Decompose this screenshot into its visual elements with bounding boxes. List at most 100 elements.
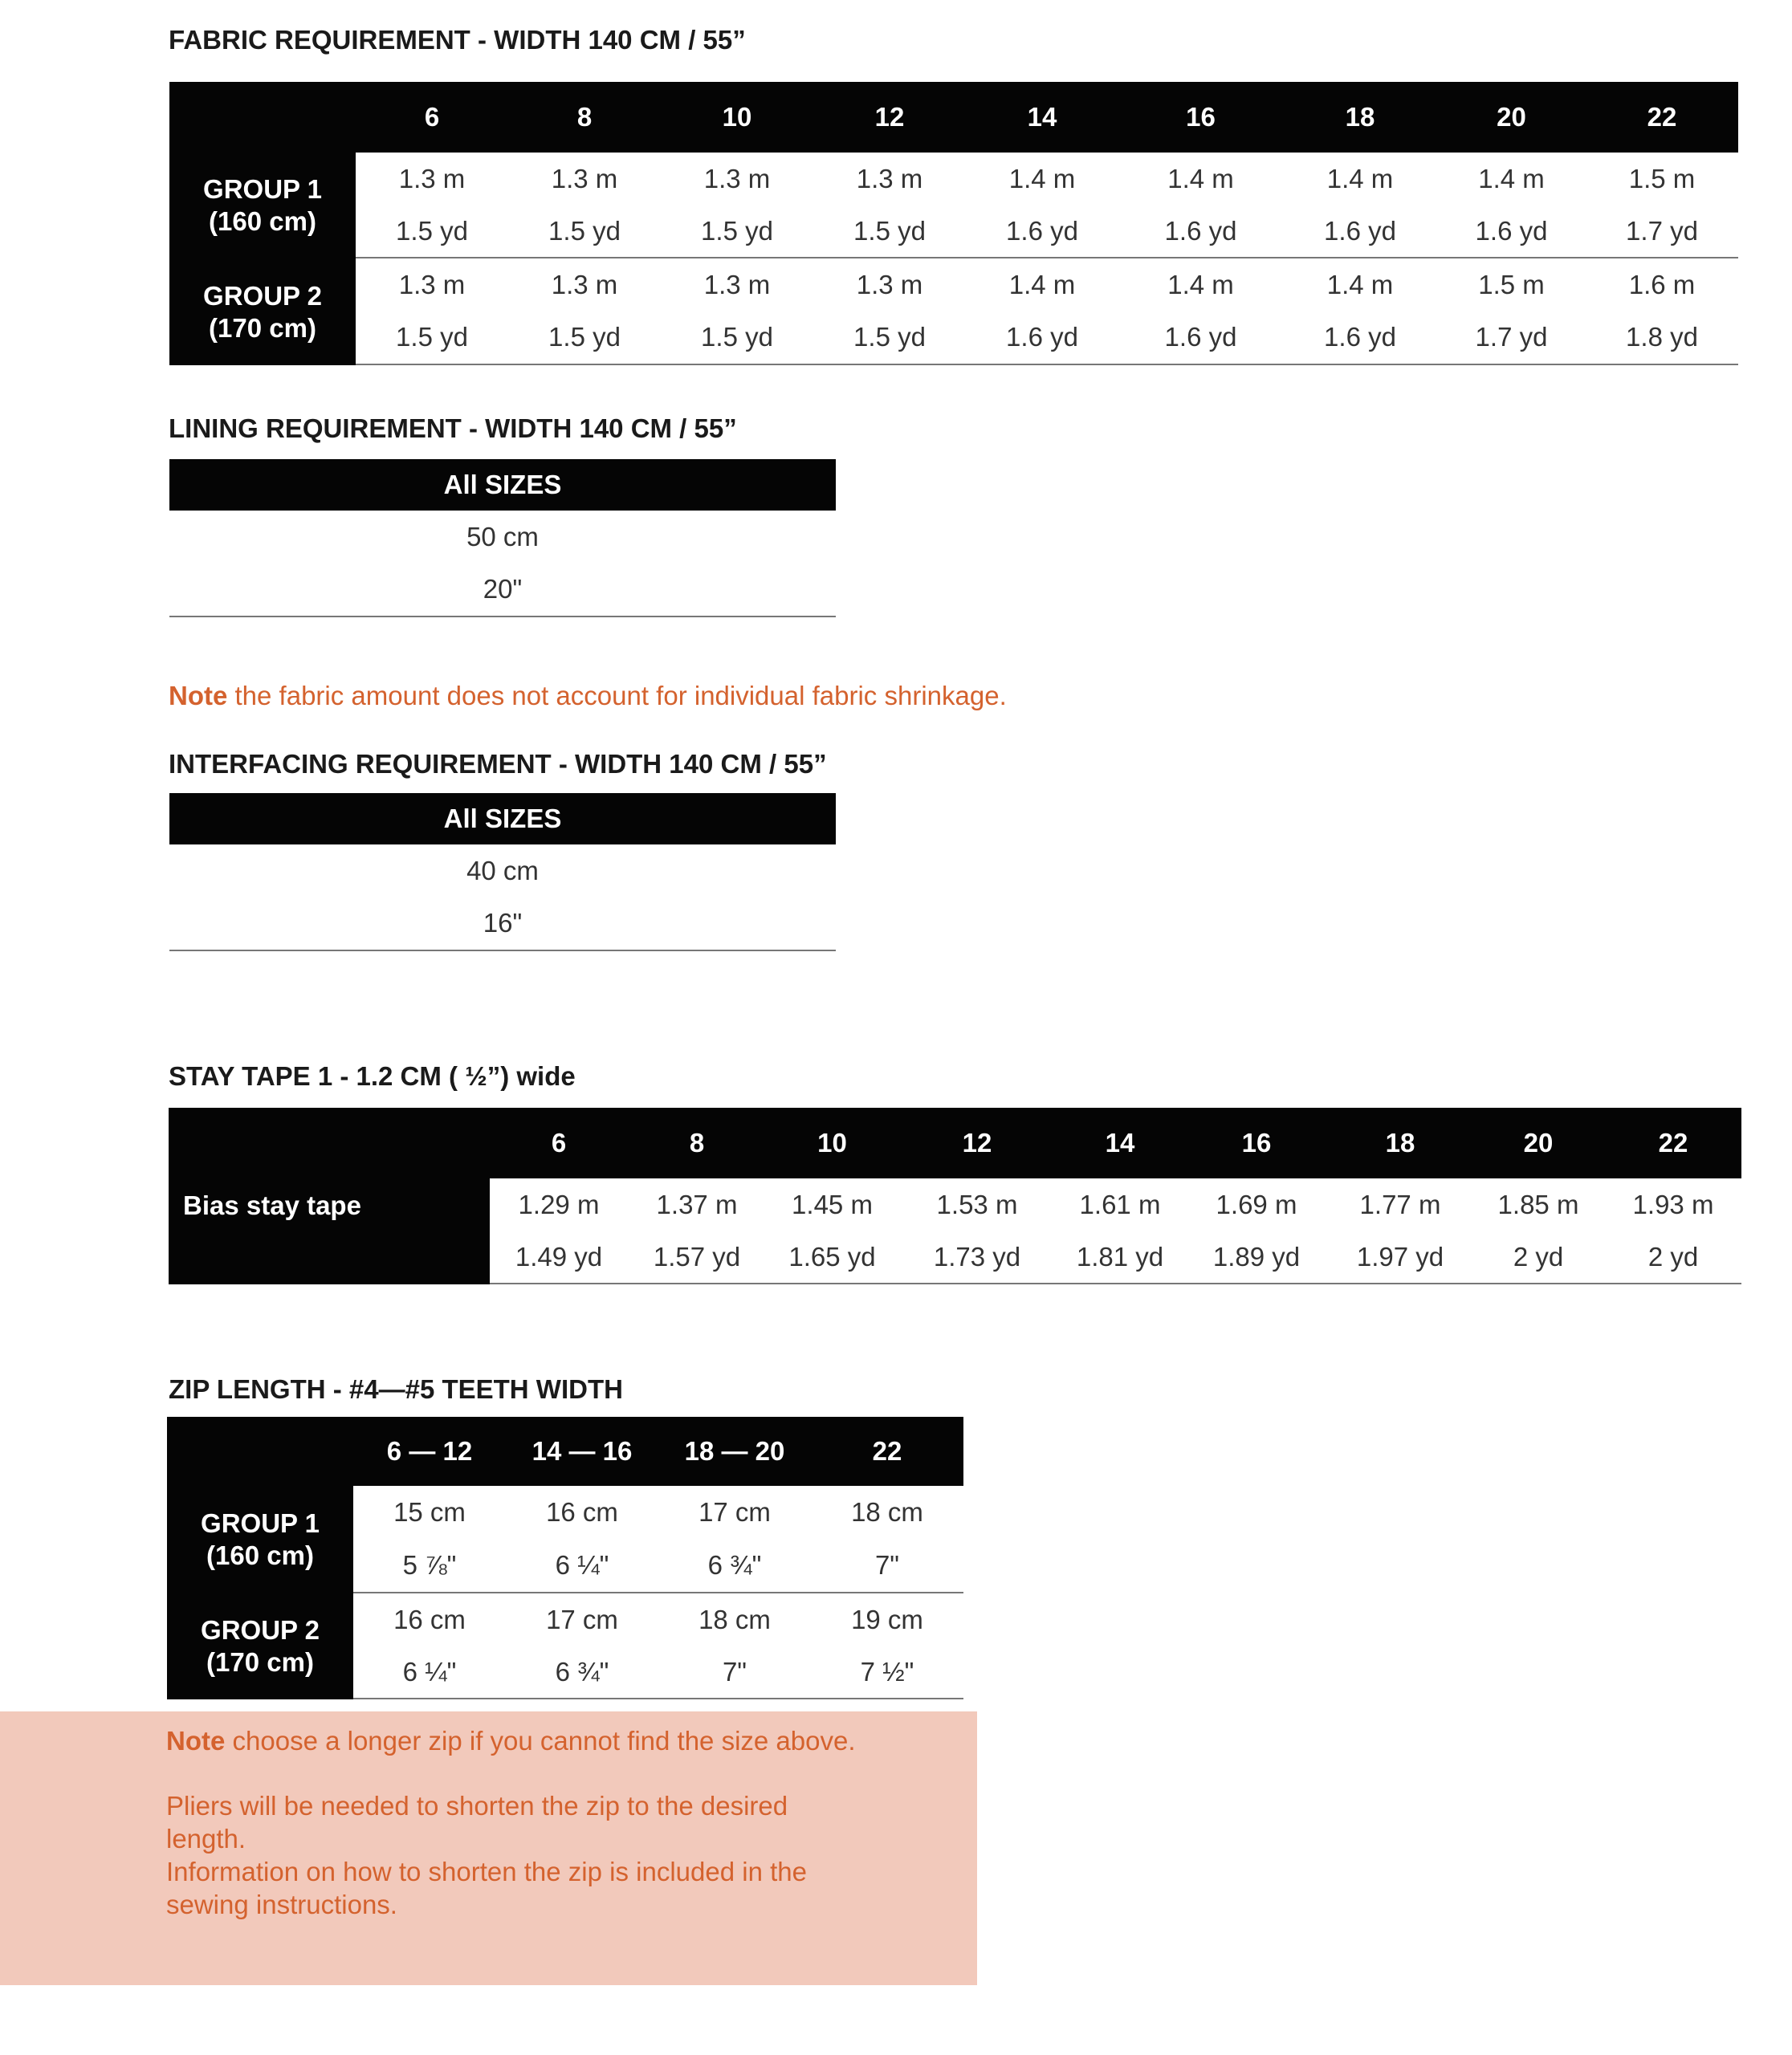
value-m: 1.3 m bbox=[551, 269, 618, 299]
zip-table: 6 — 12 14 — 16 18 — 20 22 GROUP 1 (160 cm) 15 … bbox=[167, 1417, 963, 1699]
table-cell: 1.69 m 1.89 yd bbox=[1184, 1178, 1329, 1284]
size-header: 18 bbox=[1283, 82, 1437, 153]
value-yd: 1.5 yd bbox=[853, 322, 926, 352]
table-cell: 1.3 m 1.5 yd bbox=[661, 153, 813, 258]
value-m: 1.4 m bbox=[1167, 163, 1234, 193]
table-cell: 17 cm 6 ¾" bbox=[506, 1593, 658, 1699]
zip-title: ZIP LENGTH - #4—#5 TEETH WIDTH bbox=[169, 1374, 623, 1404]
lining-table: All SIZES 50 cm 20" bbox=[169, 459, 836, 617]
group-label: GROUP 1 (160 cm) bbox=[167, 1486, 353, 1593]
size-header: 22 bbox=[811, 1417, 963, 1486]
value-yd: 2 yd bbox=[1513, 1241, 1564, 1272]
fabric-title: FABRIC REQUIREMENT - WIDTH 140 CM / 55” bbox=[169, 25, 746, 55]
value-yd: 1.97 yd bbox=[1356, 1241, 1444, 1272]
size-header: 12 bbox=[898, 1108, 1056, 1178]
size-header: 6 bbox=[490, 1108, 628, 1178]
value-cm: 18 cm bbox=[698, 1604, 771, 1634]
note-line: sewing instructions. bbox=[166, 1890, 397, 1919]
row-label: Bias stay tape bbox=[169, 1178, 490, 1284]
value-cm: 17 cm bbox=[546, 1604, 618, 1634]
table-cell: 1.3 m 1.5 yd bbox=[508, 258, 661, 365]
table-cell: 1.85 m 2 yd bbox=[1472, 1178, 1605, 1284]
size-header: 6 — 12 bbox=[353, 1417, 506, 1486]
value-cm: 16 cm bbox=[393, 1604, 466, 1634]
value-yd: 1.5 yd bbox=[853, 215, 926, 246]
value-yd: 1.5 yd bbox=[548, 215, 621, 246]
table-cell: 1.3 m 1.5 yd bbox=[508, 153, 661, 258]
note-label: Note bbox=[169, 681, 228, 710]
group-height: (170 cm) bbox=[209, 312, 316, 343]
table-cell: 15 cm 5 ⅞" bbox=[353, 1486, 506, 1593]
value-yd: 1.5 yd bbox=[396, 322, 468, 352]
value-m: 1.4 m bbox=[1008, 163, 1076, 193]
group-name: GROUP 1 bbox=[201, 1508, 320, 1538]
lining-header: All SIZES bbox=[169, 459, 836, 511]
value-cm: 18 cm bbox=[851, 1497, 923, 1527]
value-inch: 5 ⅞" bbox=[402, 1550, 457, 1580]
value-cm: 16 cm bbox=[546, 1497, 618, 1527]
table-cell: 1.5 m 1.7 yd bbox=[1437, 258, 1586, 365]
value-yd: 1.89 yd bbox=[1212, 1241, 1301, 1272]
group-height: (160 cm) bbox=[209, 206, 316, 236]
value-yd: 1.49 yd bbox=[515, 1241, 603, 1272]
size-header: 8 bbox=[628, 1108, 766, 1178]
value-inch: 6 ¼" bbox=[555, 1550, 609, 1580]
value-m: 1.4 m bbox=[1008, 269, 1076, 299]
note-text: choose a longer zip if you cannot find t… bbox=[225, 1726, 856, 1756]
table-cell: 1.4 m 1.6 yd bbox=[1118, 258, 1283, 365]
value-m: 1.4 m bbox=[1167, 269, 1234, 299]
group-name: GROUP 2 bbox=[203, 280, 322, 311]
value-yd: 1.6 yd bbox=[1475, 215, 1548, 246]
fabric-table: 6 8 10 12 14 16 18 20 22 GROUP 1 (160 cm) 1.3 m 1.5 … bbox=[169, 82, 1746, 365]
interfacing-values: 40 cm 16" bbox=[169, 844, 836, 951]
value-yd: 1.7 yd bbox=[1475, 322, 1548, 352]
value-m: 1.3 m bbox=[856, 163, 923, 193]
table-cell: 1.53 m 1.73 yd bbox=[898, 1178, 1056, 1284]
value-inch: 7" bbox=[874, 1550, 900, 1580]
pliers-note: Pliers will be needed to shorten the zip… bbox=[166, 1789, 807, 1921]
size-header: 8 bbox=[508, 82, 661, 153]
lining-values: 50 cm 20" bbox=[169, 511, 836, 617]
header-corner bbox=[169, 82, 356, 153]
fabric-note: Note the fabric amount does not account … bbox=[169, 679, 1007, 712]
size-header: 10 bbox=[766, 1108, 898, 1178]
lining-title: LINING REQUIREMENT - WIDTH 140 CM / 55” bbox=[169, 413, 737, 443]
value-m: 1.77 m bbox=[1359, 1189, 1441, 1219]
value-yd: 1.5 yd bbox=[396, 215, 468, 246]
table-cell: 1.37 m 1.57 yd bbox=[628, 1178, 766, 1284]
group-height: (170 cm) bbox=[206, 1647, 314, 1677]
value-inch: 7" bbox=[722, 1656, 747, 1687]
header-corner bbox=[167, 1417, 353, 1486]
value-yd: 1.5 yd bbox=[701, 322, 773, 352]
value-m: 1.69 m bbox=[1216, 1189, 1297, 1219]
value-inch: 6 ¾" bbox=[555, 1656, 609, 1687]
value-yd: 1.6 yd bbox=[1164, 322, 1237, 352]
table-cell: 18 cm 7" bbox=[811, 1486, 963, 1593]
value-yd: 1.65 yd bbox=[788, 1241, 876, 1272]
table-cell: 1.3 m 1.5 yd bbox=[356, 258, 508, 365]
size-header: 20 bbox=[1437, 82, 1586, 153]
zip-note-box: Note choose a longer zip if you cannot f… bbox=[0, 1711, 977, 1985]
table-cell: 1.4 m 1.6 yd bbox=[1437, 153, 1586, 258]
value-m: 1.5 m bbox=[1628, 163, 1696, 193]
value-yd: 1.8 yd bbox=[1626, 322, 1698, 352]
zip-note: Note choose a longer zip if you cannot f… bbox=[166, 1724, 856, 1757]
value-m: 1.4 m bbox=[1326, 163, 1394, 193]
interfacing-cm: 40 cm bbox=[466, 855, 539, 885]
value-yd: 1.5 yd bbox=[548, 322, 621, 352]
group-label: GROUP 1 (160 cm) bbox=[169, 153, 356, 258]
table-cell: 1.61 m 1.81 yd bbox=[1056, 1178, 1184, 1284]
size-header: 14 — 16 bbox=[506, 1417, 658, 1486]
table-cell: 17 cm 6 ¾" bbox=[658, 1486, 811, 1593]
table-cell: 1.4 m 1.6 yd bbox=[966, 258, 1118, 365]
value-yd: 1.73 yd bbox=[933, 1241, 1021, 1272]
table-cell: 1.45 m 1.65 yd bbox=[766, 1178, 898, 1284]
value-yd: 1.6 yd bbox=[1006, 215, 1078, 246]
size-header: 6 bbox=[356, 82, 508, 153]
value-m: 1.53 m bbox=[936, 1189, 1018, 1219]
table-cell: 1.4 m 1.6 yd bbox=[1118, 153, 1283, 258]
header-corner bbox=[169, 1108, 490, 1178]
size-header: 20 bbox=[1472, 1108, 1605, 1178]
value-m: 1.61 m bbox=[1079, 1189, 1161, 1219]
value-m: 1.45 m bbox=[792, 1189, 873, 1219]
